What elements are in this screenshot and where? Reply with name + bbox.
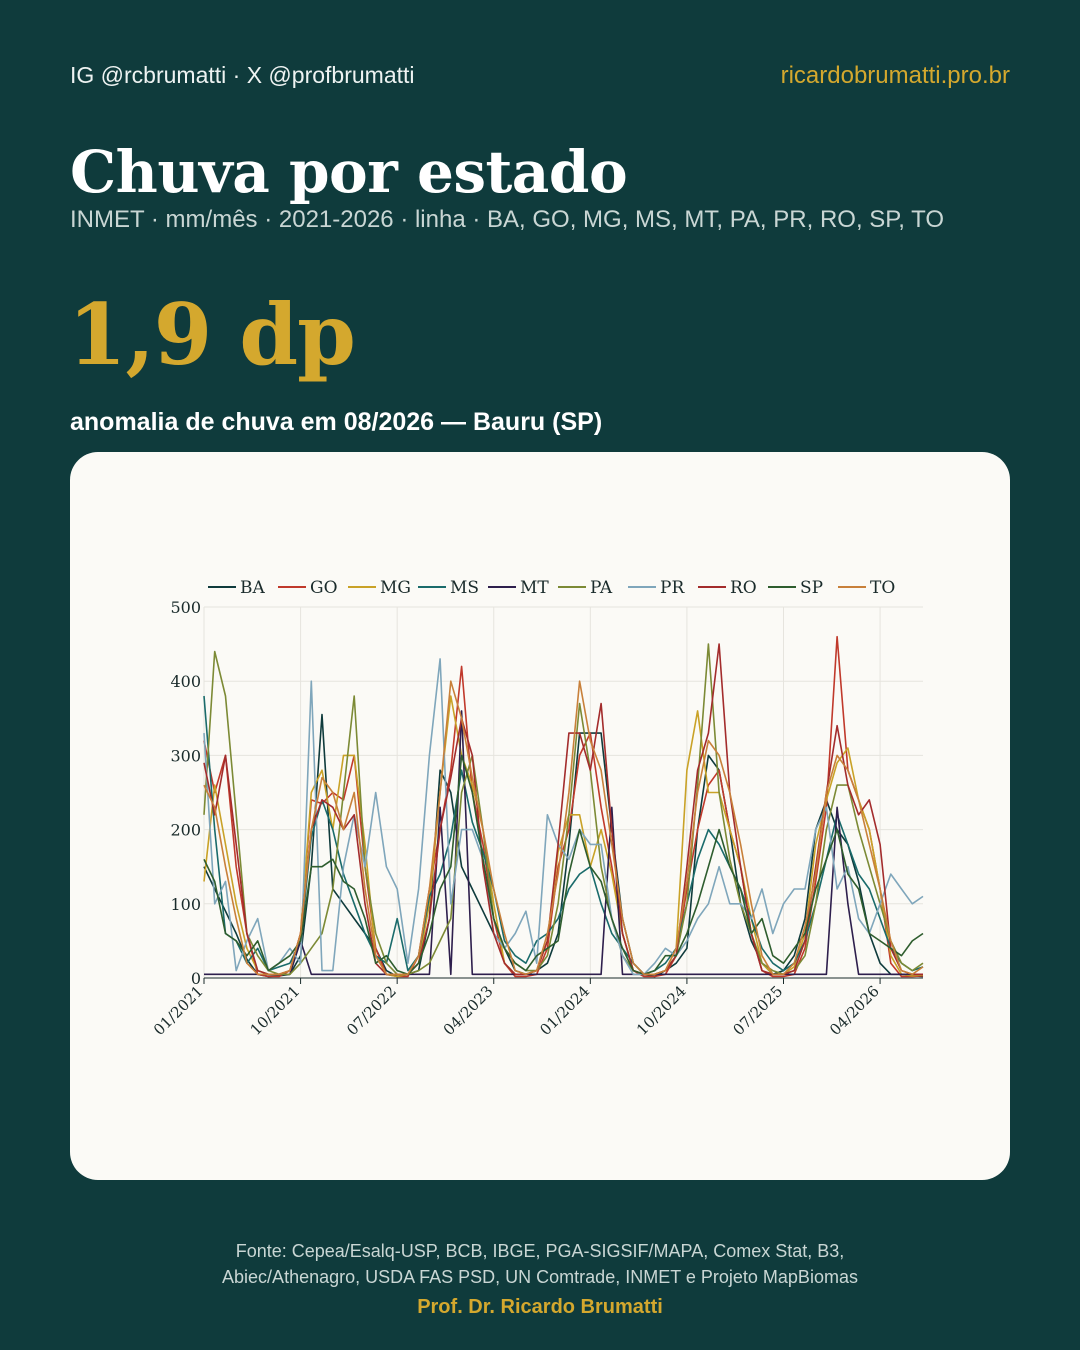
source-note: Fonte: Cepea/Esalq-USP, BCB, IBGE, PGA-S… [0, 1238, 1080, 1290]
series-line-pa [203, 643, 924, 976]
y-tick-label: 0 [191, 969, 201, 988]
source-line-2: Abiec/Athenagro, USDA FAS PSD, UN Comtra… [222, 1267, 858, 1287]
legend-label-pa: PA [590, 578, 613, 598]
highlight-value: 1,9 dp [68, 285, 356, 384]
series-line-mt [204, 710, 923, 976]
x-tick-label: 01/2021 [150, 982, 207, 1039]
highlight-caption: anomalia de chuva em 08/2026 — Bauru (SP… [70, 408, 603, 436]
line-chart: 0 100 200 300 400 500 01/2021 10/2021 07/2022 04/… [150, 578, 924, 1039]
x-tick-label: 10/2021 [247, 982, 304, 1039]
page-subtitle: INMET · mm/mês · 2021-2026 · linha · BA,… [70, 206, 944, 233]
author-credit: Prof. Dr. Ricardo Brumatti [417, 1296, 663, 1318]
page-title: Chuva por estado [70, 138, 628, 206]
series-line-ba [203, 713, 924, 978]
legend-label-mg: MG [380, 578, 411, 598]
x-tick-label: 07/2025 [730, 982, 787, 1039]
x-tick-label: 04/2023 [440, 982, 497, 1039]
legend-label-go: GO [310, 578, 338, 598]
y-tick-label: 100 [170, 895, 201, 914]
legend-label-sp: SP [800, 578, 823, 598]
legend-label-ro: RO [730, 578, 757, 598]
legend-label-to: TO [870, 578, 895, 598]
legend-label-ba: BA [240, 578, 265, 598]
website-link[interactable]: ricardobrumatti.pro.br [780, 62, 1010, 89]
series-line-to [203, 680, 924, 976]
legend-label-ms: MS [450, 578, 479, 598]
x-tick-label: 01/2024 [536, 982, 593, 1039]
series-line-ro [203, 643, 923, 976]
social-handles: IG @rcbrumatti · X @profbrumatti [70, 62, 415, 88]
x-tick-label: 04/2026 [826, 982, 883, 1039]
x-tick-label: 07/2022 [343, 982, 400, 1039]
series-line-sp [203, 754, 924, 976]
series-line-pr [203, 658, 924, 976]
chart-card: 0 100 200 300 400 500 01/2021 10/2021 07/2022 04/… [70, 452, 1010, 1180]
x-tick-label: 10/2024 [633, 982, 690, 1039]
y-tick-label: 500 [170, 598, 201, 617]
y-tick-label: 200 [170, 821, 201, 840]
legend-label-mt: MT [520, 578, 549, 598]
source-line-1: Fonte: Cepea/Esalq-USP, BCB, IBGE, PGA-S… [235, 1241, 845, 1261]
y-tick-label: 400 [170, 672, 201, 691]
y-tick-label: 300 [170, 746, 201, 765]
legend-label-pr: PR [660, 578, 685, 598]
